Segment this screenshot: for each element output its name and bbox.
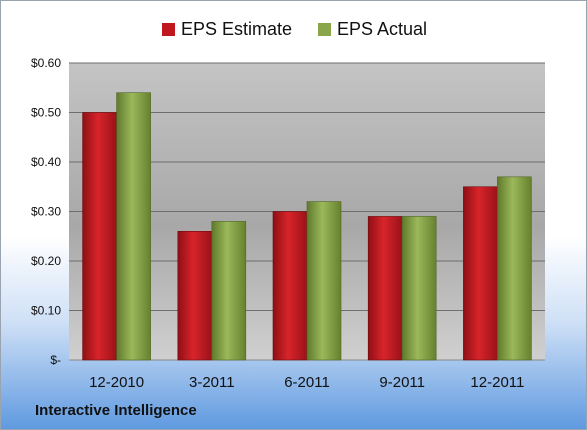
x-tick-label: 6-2011	[284, 374, 330, 391]
y-tick-label: $0.20	[31, 254, 61, 268]
bar-actual-3-2011	[211, 221, 247, 361]
y-tick-label: $0.60	[31, 56, 61, 70]
legend-swatch-estimate	[161, 22, 175, 36]
legend-label-estimate: EPS Estimate	[180, 18, 292, 39]
bar-estimate-12-2011	[463, 186, 498, 361]
bar-actual-9-2011	[401, 216, 437, 361]
bar-estimate-3-2011	[177, 231, 213, 361]
x-tick-label: 12-2011	[470, 374, 524, 391]
x-tick-label: 9-2011	[379, 374, 425, 391]
y-tick-label: $0.30	[31, 205, 61, 219]
x-tick-label: 3-2011	[189, 374, 235, 391]
legend-item-estimate: EPS Estimate	[161, 15, 292, 43]
company-name: Interactive Intelligence	[35, 402, 197, 419]
y-tick-label: $-	[50, 353, 61, 367]
x-tick-label: 12-2010	[89, 374, 144, 391]
legend-item-actual: EPS Actual	[317, 15, 428, 43]
bar-estimate-6-2011	[272, 211, 308, 361]
bar-actual-12-2011	[497, 176, 532, 361]
bar-actual-12-2010	[116, 92, 151, 361]
y-tick-label: $0.40	[31, 155, 61, 169]
legend-swatch-actual	[317, 22, 331, 36]
bar-actual-6-2011	[306, 201, 342, 361]
bar-estimate-9-2011	[367, 216, 403, 361]
y-tick-label: $0.10	[31, 304, 61, 318]
chart-legend: EPS Estimate EPS Actual	[1, 15, 586, 43]
y-tick-label: $0.50	[31, 106, 61, 120]
legend-label-actual: EPS Actual	[336, 18, 428, 39]
bar-estimate-12-2010	[82, 112, 117, 361]
